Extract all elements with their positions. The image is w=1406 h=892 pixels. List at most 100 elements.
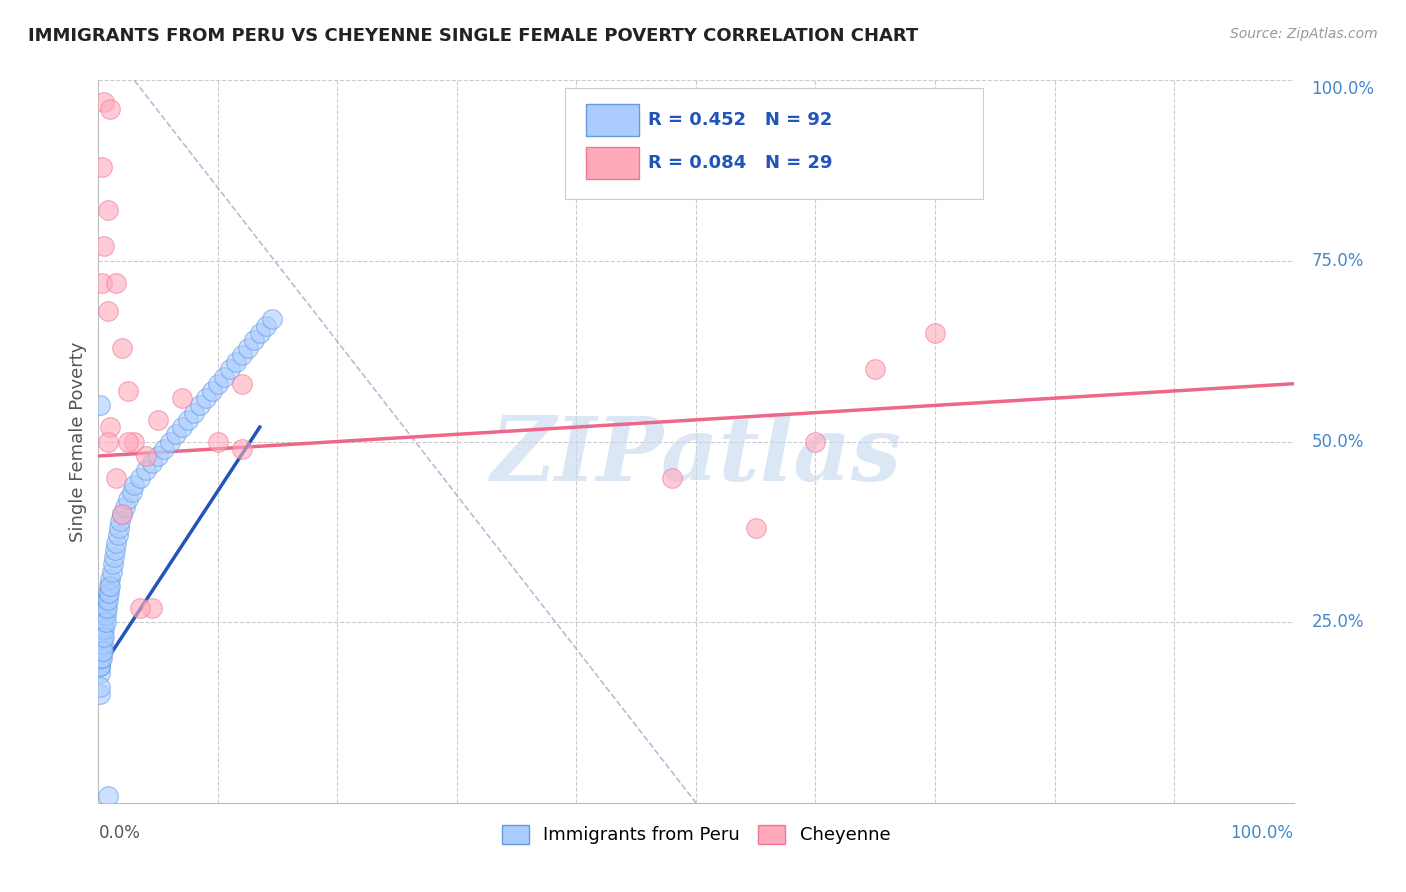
Point: [97, 586, 120, 600]
Point: [254, 318, 277, 333]
Point: [90, 630, 112, 644]
FancyBboxPatch shape: [565, 87, 983, 200]
Point: [107, 528, 129, 542]
Point: [90, 644, 112, 658]
Text: 50.0%: 50.0%: [1312, 433, 1364, 450]
Point: [212, 369, 235, 384]
Point: [90, 637, 112, 651]
Point: [865, 362, 887, 376]
Point: [107, 521, 129, 535]
Y-axis label: Single Female Poverty: Single Female Poverty: [69, 342, 87, 541]
Point: [129, 600, 152, 615]
Point: [93, 615, 115, 630]
Point: [91, 276, 114, 290]
Point: [97, 304, 120, 318]
Point: [188, 398, 211, 412]
Point: [90, 615, 112, 630]
Point: [124, 434, 146, 449]
Point: [249, 326, 271, 340]
Point: [172, 420, 194, 434]
Point: [89, 651, 111, 665]
Text: 100.0%: 100.0%: [1230, 824, 1294, 842]
Point: [124, 478, 146, 492]
Point: [90, 623, 112, 637]
Point: [93, 630, 115, 644]
Point: [89, 644, 111, 658]
Point: [89, 398, 111, 412]
Point: [111, 507, 134, 521]
Point: [89, 665, 111, 680]
Point: [91, 644, 114, 658]
Point: [91, 630, 114, 644]
Point: [108, 514, 131, 528]
Point: [93, 95, 115, 109]
Point: [219, 362, 242, 376]
Point: [114, 500, 136, 514]
Point: [89, 637, 111, 651]
Point: [90, 637, 112, 651]
Point: [94, 615, 117, 630]
Point: [91, 630, 114, 644]
Point: [148, 449, 170, 463]
Point: [231, 348, 253, 362]
Point: [924, 326, 946, 340]
Point: [90, 644, 112, 658]
Point: [94, 607, 117, 622]
Point: [111, 507, 134, 521]
Point: [89, 644, 111, 658]
Point: [201, 384, 224, 398]
Point: [98, 579, 121, 593]
Point: [91, 637, 114, 651]
Point: [96, 600, 118, 615]
Point: [111, 341, 134, 355]
Point: [89, 658, 111, 673]
Point: [89, 651, 111, 665]
Point: [89, 615, 111, 630]
Point: [89, 644, 111, 658]
Point: [89, 630, 111, 644]
Point: [96, 593, 118, 607]
Text: Source: ZipAtlas.com: Source: ZipAtlas.com: [1230, 27, 1378, 41]
FancyBboxPatch shape: [586, 104, 638, 136]
Point: [141, 600, 163, 615]
Point: [183, 406, 205, 420]
Text: R = 0.084   N = 29: R = 0.084 N = 29: [648, 154, 832, 172]
Text: IMMIGRANTS FROM PERU VS CHEYENNE SINGLE FEMALE POVERTY CORRELATION CHART: IMMIGRANTS FROM PERU VS CHEYENNE SINGLE …: [28, 27, 918, 45]
Point: [745, 521, 768, 535]
Point: [98, 572, 122, 586]
Point: [231, 376, 253, 391]
Point: [89, 637, 111, 651]
Point: [153, 442, 176, 456]
Point: [97, 434, 120, 449]
Point: [135, 463, 157, 477]
FancyBboxPatch shape: [586, 147, 638, 179]
Point: [129, 470, 152, 484]
Point: [89, 658, 111, 673]
Point: [98, 102, 122, 116]
Point: [165, 427, 187, 442]
Point: [117, 384, 139, 398]
Point: [117, 492, 139, 507]
Point: [98, 579, 122, 593]
Point: [141, 456, 163, 470]
Point: [91, 651, 114, 665]
Point: [97, 789, 120, 803]
Text: 25.0%: 25.0%: [1312, 613, 1364, 632]
Point: [97, 593, 120, 607]
Point: [195, 391, 218, 405]
Point: [89, 630, 111, 644]
Point: [91, 160, 114, 174]
Point: [97, 203, 120, 218]
Point: [177, 413, 200, 427]
Point: [804, 434, 827, 449]
Point: [100, 565, 122, 579]
Point: [207, 434, 229, 449]
Legend: Immigrants from Peru, Cheyenne: Immigrants from Peru, Cheyenne: [495, 818, 897, 852]
Point: [236, 341, 259, 355]
Point: [89, 623, 111, 637]
Point: [231, 442, 253, 456]
Point: [89, 623, 111, 637]
Point: [89, 651, 111, 665]
Point: [94, 600, 117, 615]
Point: [91, 637, 114, 651]
